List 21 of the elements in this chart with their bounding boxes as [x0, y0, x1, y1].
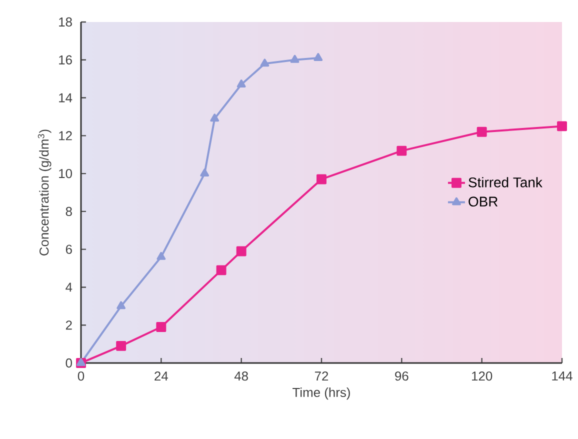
- x-tick-label: 0: [78, 371, 84, 381]
- y-tick-label: 2: [66, 320, 72, 330]
- y-tick-label: 16: [59, 55, 72, 64]
- y-tick-label: 14: [59, 93, 72, 102]
- y-tick-label: 12: [59, 131, 72, 140]
- y-tick-label: 4: [66, 282, 72, 292]
- legend-label: OBR: [468, 196, 498, 207]
- x-tick-label: 24: [154, 371, 168, 381]
- y-tick-label: 6: [66, 244, 72, 254]
- y-axis-title: Concentration (g/dm$^{3}$): [38, 130, 52, 256]
- y-tick-label: 18: [59, 17, 72, 27]
- x-tick-label: 96: [395, 371, 408, 381]
- x-tick-label: 120: [472, 371, 492, 381]
- x-tick-label: 48: [234, 371, 248, 381]
- y-tick-label: 8: [66, 206, 72, 216]
- y-tick-label: 10: [59, 168, 72, 178]
- y-tick-label: 0: [66, 358, 72, 368]
- x-tick-label: 72: [314, 371, 328, 381]
- x-tick-label: 144: [552, 372, 572, 380]
- legend-label: Stirred Tank: [468, 177, 542, 188]
- x-axis-title: Time (hrs): [292, 388, 350, 400]
